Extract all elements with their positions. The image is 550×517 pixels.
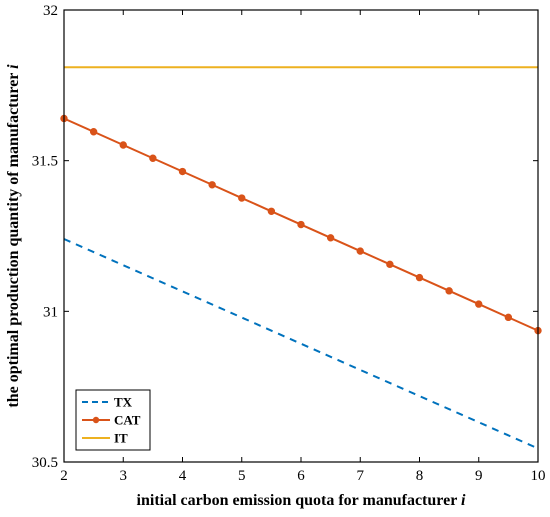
series-point-cat	[238, 194, 246, 202]
series-point-cat	[475, 300, 483, 308]
x-tick-label: 10	[531, 468, 546, 484]
series-point-cat	[149, 154, 157, 162]
x-tick-label: 6	[297, 468, 305, 484]
legend-item-tx: TX	[82, 395, 133, 410]
legend: TX CAT IT	[75, 389, 151, 451]
legend-item-it: IT	[82, 431, 128, 446]
series-line-tx	[63, 238, 539, 450]
series-point-cat	[119, 141, 127, 149]
series-point-cat	[445, 287, 453, 295]
y-axis-label: the optimal production quantity of manuf…	[5, 64, 22, 408]
x-tick-label: 8	[416, 468, 424, 484]
series-point-cat	[267, 207, 276, 215]
series-point-cat	[297, 220, 305, 229]
x-axis-label-text: initial carbon emission quota for manufa…	[137, 492, 458, 509]
y-axis-label-var: i	[5, 64, 22, 69]
y-tick-label: 32	[43, 3, 58, 19]
series-point-cat	[386, 260, 394, 269]
legend-label: IT	[114, 431, 128, 446]
x-axis-label: initial carbon emission quota for manufa…	[137, 492, 466, 509]
y-tick-label: 31.5	[32, 154, 58, 170]
series-point-cat	[415, 273, 424, 282]
legend-label: CAT	[114, 413, 141, 428]
series-point-cat	[89, 128, 98, 136]
legend-marker	[92, 416, 100, 424]
series-point-cat	[208, 181, 216, 189]
legend-item-cat: CAT	[82, 413, 141, 428]
x-tick-label: 5	[238, 468, 246, 484]
series-point-cat	[326, 234, 335, 242]
series-layer	[60, 66, 542, 450]
series-point-cat	[504, 313, 513, 322]
y-axis-label-text: the optimal production quantity of manuf…	[5, 73, 22, 408]
x-tick-label: 9	[475, 468, 483, 484]
x-tick-label: 4	[179, 468, 187, 484]
y-tick-label: 31	[43, 304, 58, 320]
legend-label: TX	[114, 395, 133, 410]
series-point-cat	[178, 167, 187, 176]
y-tick-label: 30.5	[32, 455, 58, 471]
legend-items: TX CAT IT	[82, 395, 141, 446]
ticks-layer: 2 3 4 5 6 7 8 9 10 30.5 31 31.5 32	[32, 3, 546, 484]
x-tick-label: 7	[357, 468, 365, 484]
x-tick-label: 2	[60, 468, 68, 484]
series-point-cat	[356, 247, 364, 255]
x-tick-label: 3	[120, 468, 128, 484]
x-axis-label-var: i	[461, 492, 466, 509]
